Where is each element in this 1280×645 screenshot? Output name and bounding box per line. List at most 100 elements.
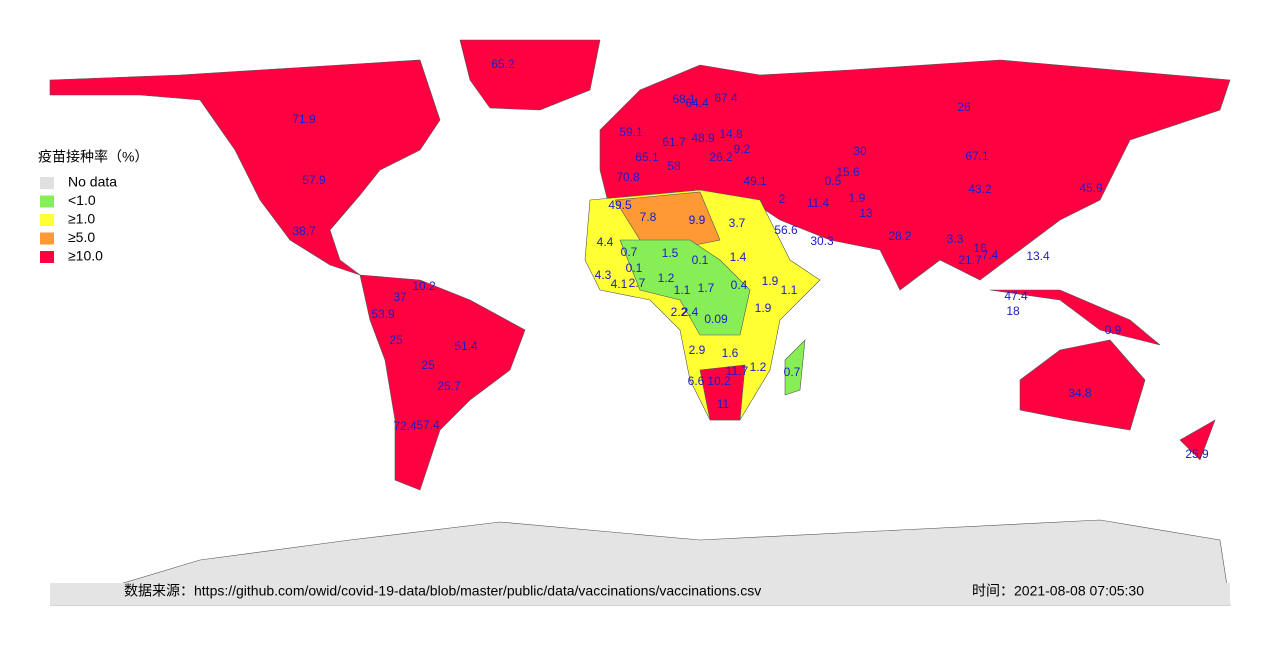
value-label: 3.3 — [947, 232, 964, 246]
value-label: 4.3 — [595, 268, 612, 282]
value-label: 6.6 — [688, 374, 705, 388]
value-label: 1.1 — [674, 283, 691, 297]
value-label: 15.6 — [836, 165, 860, 179]
value-label: 70.8 — [616, 170, 640, 184]
value-label: 18 — [1006, 304, 1020, 318]
value-label: 30.3 — [810, 234, 834, 248]
value-label: 7.8 — [640, 210, 657, 224]
value-label: 58 — [667, 159, 681, 173]
value-label: 11.7 — [726, 364, 749, 378]
greenland — [459, 39, 601, 111]
legend-swatch — [40, 251, 54, 263]
value-label: 47.4 — [1004, 289, 1028, 303]
value-label: 0.09 — [704, 312, 728, 326]
legend-label: No data — [68, 174, 117, 190]
value-label: 68.1 — [672, 92, 696, 106]
value-label: 0.1 — [626, 261, 643, 275]
value-label: 59.1 — [619, 125, 643, 139]
value-label: 9.9 — [689, 213, 706, 227]
value-label: 67.1 — [965, 149, 989, 163]
australia — [1019, 339, 1146, 431]
legend-title: 疫苗接种率（%） — [38, 149, 148, 165]
value-label: 25 — [389, 333, 403, 347]
legend-swatch — [40, 214, 54, 226]
value-label: 2 — [779, 192, 786, 206]
value-label: 1.2 — [658, 271, 675, 285]
value-label: 0.1 — [692, 253, 709, 267]
footer-source: 数据来源：https://github.com/owid/covid-19-da… — [124, 583, 761, 599]
legend-swatch — [40, 232, 54, 245]
value-label: 4.4 — [597, 235, 614, 249]
value-label: 0.7 — [784, 365, 801, 379]
value-label: 0.5 — [825, 174, 842, 188]
value-label: 1.9 — [849, 191, 866, 205]
value-label: 0.4 — [731, 278, 748, 292]
value-label: 11.4 — [807, 196, 830, 210]
central-africa-patch — [619, 239, 751, 336]
value-label: 3.7 — [729, 216, 746, 230]
value-label: 26.2 — [709, 150, 733, 164]
value-label: 30 — [853, 144, 867, 158]
value-label: 25.9 — [1185, 447, 1209, 461]
value-label: 67.4 — [714, 91, 738, 105]
value-label: 1.7 — [698, 281, 715, 295]
southern-africa-patch — [699, 364, 746, 421]
value-label: 7.4 — [982, 248, 999, 262]
value-label: 61.7 — [662, 135, 686, 149]
value-label: 2.7 — [629, 276, 646, 290]
value-label: 51.4 — [454, 339, 478, 353]
value-label: 21.7 — [958, 253, 982, 267]
value-label: 26 — [957, 100, 971, 114]
value-label: 1.4 — [730, 250, 747, 264]
value-label: 34.8 — [1068, 386, 1092, 400]
value-label: 16 — [973, 241, 987, 255]
value-label: 25.7 — [437, 379, 461, 393]
value-label: 14.8 — [719, 127, 743, 141]
value-label: 72.4 — [393, 419, 417, 433]
value-label: 57.4 — [416, 418, 440, 432]
value-label: 56.6 — [774, 223, 798, 237]
value-label: 4.1 — [611, 277, 628, 291]
footer-time: 时间：2021-08-08 07:05:30 — [972, 583, 1144, 599]
value-label: 0.7 — [621, 245, 638, 259]
north-america — [49, 59, 441, 276]
value-label: 2.2 — [671, 305, 688, 319]
value-label: 1.5 — [662, 246, 679, 260]
value-label: 1.2 — [750, 360, 767, 374]
value-label: 49.1 — [743, 174, 767, 188]
value-label: 71.9 — [292, 112, 316, 126]
legend-label: <1.0 — [68, 192, 96, 208]
value-label: 1.9 — [755, 301, 772, 315]
legend-label: ≥5.0 — [68, 229, 95, 245]
value-label: 38.7 — [292, 224, 316, 238]
value-label: 9.2 — [734, 142, 751, 156]
value-label: 1.9 — [762, 274, 779, 288]
madagascar — [784, 339, 806, 396]
value-label: 10.2 — [707, 374, 731, 388]
legend-swatch — [40, 177, 54, 189]
value-label: 0.9 — [1105, 323, 1122, 337]
value-label: 11 — [717, 397, 730, 411]
value-label: 2.9 — [689, 343, 706, 357]
value-label: 2.4 — [682, 305, 699, 319]
south-america — [359, 274, 526, 491]
value-label: 45.9 — [1079, 181, 1103, 195]
value-label: 28.2 — [888, 229, 912, 243]
value-label: 25 — [421, 358, 435, 372]
southeast-asia — [989, 289, 1161, 346]
value-label: 13 — [859, 206, 873, 220]
value-label: 65.1 — [635, 150, 659, 164]
value-label: 53.9 — [371, 307, 395, 321]
new-zealand — [1179, 419, 1216, 461]
value-label: 1.6 — [722, 346, 739, 360]
value-label: 10.2 — [412, 279, 436, 293]
value-label: 49.5 — [608, 198, 632, 212]
value-label: 48.9 — [691, 131, 715, 145]
value-label: 13.4 — [1026, 249, 1050, 263]
legend-swatch — [40, 195, 54, 208]
value-label: 37 — [393, 290, 407, 304]
legend-label: ≥1.0 — [68, 211, 95, 227]
value-label: 1.1 — [781, 283, 798, 297]
